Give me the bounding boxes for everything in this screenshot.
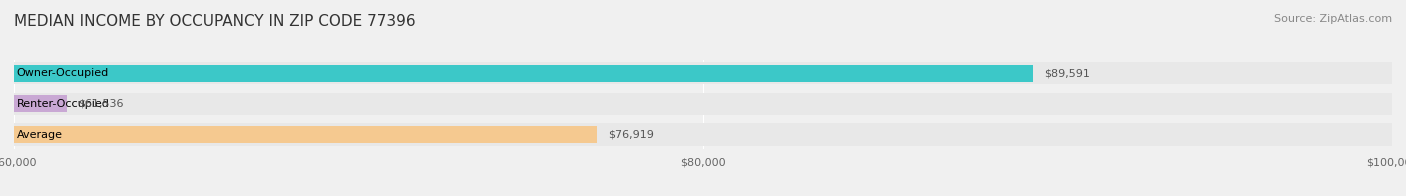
Text: $61,536: $61,536 <box>77 99 124 109</box>
Bar <box>14 123 1392 146</box>
Bar <box>14 93 1392 115</box>
Bar <box>14 126 598 143</box>
Text: Source: ZipAtlas.com: Source: ZipAtlas.com <box>1274 14 1392 24</box>
Text: Renter-Occupied: Renter-Occupied <box>17 99 110 109</box>
Text: $76,919: $76,919 <box>607 130 654 140</box>
Bar <box>14 65 1033 82</box>
Text: $89,591: $89,591 <box>1045 68 1090 78</box>
Bar <box>14 95 67 112</box>
Text: Owner-Occupied: Owner-Occupied <box>17 68 110 78</box>
Bar <box>14 62 1392 84</box>
Text: Average: Average <box>17 130 63 140</box>
Text: MEDIAN INCOME BY OCCUPANCY IN ZIP CODE 77396: MEDIAN INCOME BY OCCUPANCY IN ZIP CODE 7… <box>14 14 416 29</box>
